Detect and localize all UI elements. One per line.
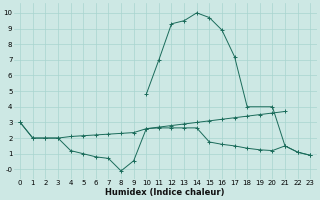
X-axis label: Humidex (Indice chaleur): Humidex (Indice chaleur) bbox=[106, 188, 225, 197]
